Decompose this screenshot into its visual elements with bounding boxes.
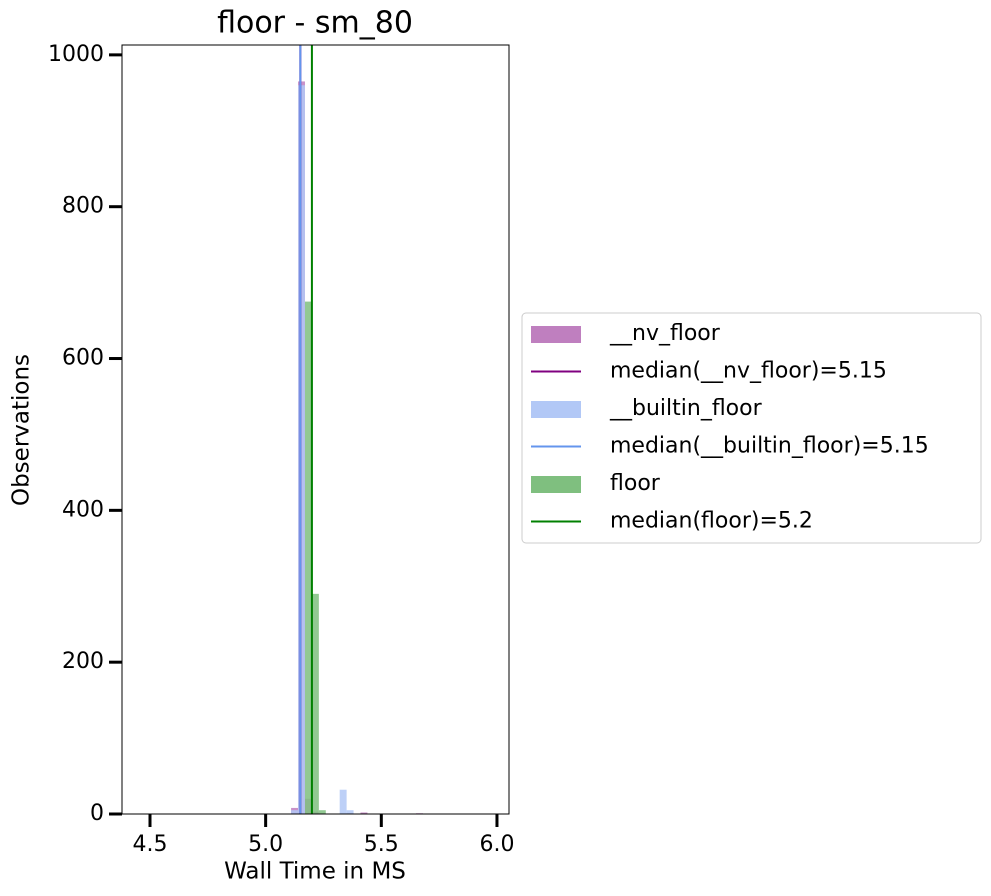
x-axis-label: Wall Time in MS bbox=[224, 859, 406, 885]
legend-text: __nv_floor bbox=[609, 321, 721, 346]
legend: __nv_floor median(__nv_floor)=5.15 __built… bbox=[521, 312, 982, 544]
legend-swatch bbox=[531, 476, 581, 493]
legend-text: __builtin_floor bbox=[609, 396, 763, 421]
legend-text: median(floor)=5.2 bbox=[610, 509, 813, 534]
histogram-bar bbox=[291, 810, 299, 814]
legend-text: floor bbox=[610, 471, 661, 496]
histogram-bar bbox=[318, 810, 326, 814]
legend-swatch bbox=[531, 401, 581, 418]
histogram-bar bbox=[339, 789, 347, 814]
x-tick-label: 4.5 bbox=[132, 832, 167, 857]
x-tick-label: 5.0 bbox=[248, 832, 283, 857]
legend-swatch bbox=[531, 326, 581, 343]
y-tick-label: 200 bbox=[62, 649, 104, 674]
legend-text: median(__builtin_floor)=5.15 bbox=[610, 434, 929, 459]
histogram-bar bbox=[298, 85, 305, 815]
x-tick-label: 5.5 bbox=[364, 832, 399, 857]
y-tick-label: 400 bbox=[62, 497, 104, 522]
x-tick-label: 6.0 bbox=[479, 832, 514, 857]
y-axis-label: Observations bbox=[9, 354, 35, 506]
y-tick-label: 0 bbox=[90, 801, 104, 826]
chart-title: floor - sm_80 bbox=[217, 6, 413, 41]
plot-frame bbox=[121, 44, 510, 815]
histogram-bar bbox=[304, 301, 312, 814]
y-tick-label: 600 bbox=[62, 346, 104, 371]
histogram-bar bbox=[346, 810, 354, 814]
legend-text: median(__nv_floor)=5.15 bbox=[610, 359, 887, 384]
y-tick-label: 800 bbox=[62, 194, 104, 219]
y-tick-label: 1000 bbox=[48, 42, 104, 67]
histogram-bar bbox=[360, 812, 368, 814]
legend-box bbox=[521, 312, 982, 544]
histogram-bar bbox=[311, 593, 319, 814]
